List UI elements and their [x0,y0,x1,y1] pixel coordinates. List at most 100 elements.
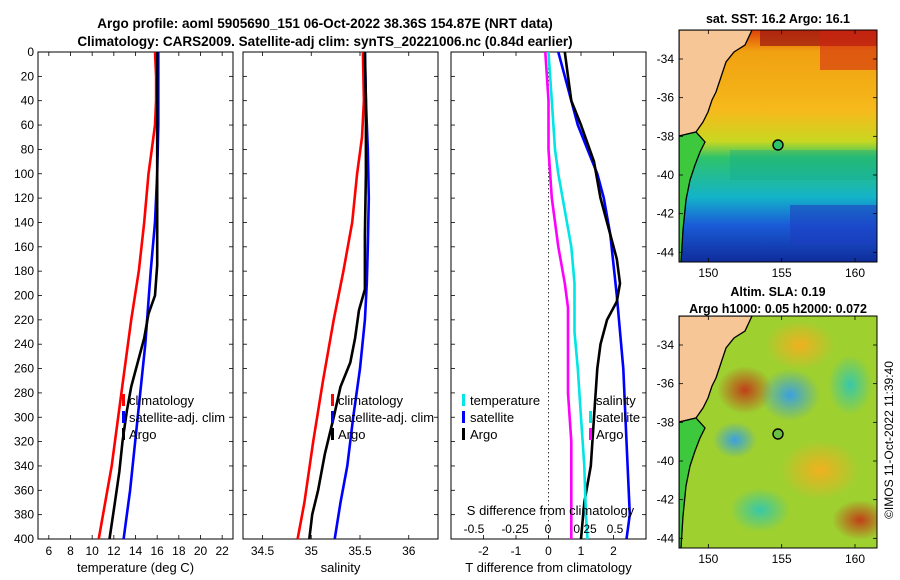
x-tick-label: 35.5 [348,544,372,558]
secondary-tick-label: 0.5 [607,522,624,536]
y-tick-label: 0 [27,45,34,59]
y-tick-label: 340 [14,459,34,473]
y-tick-label: 400 [14,532,34,546]
secondary-axis-label: S difference from climatology [467,503,635,518]
y-tick-label: 160 [14,240,34,254]
sla-land-green [679,417,706,548]
series-line-temperature-argo [563,51,622,540]
sst-argo-marker [772,139,784,151]
legend-label: temperature [470,393,540,408]
sla-map-axes: -34 -36 -38 -40 -42 -44 150 155 160 [657,316,877,566]
secondary-tick-label: 0 [545,522,552,536]
sla-high-anomaly [832,500,877,540]
y-tick-label: 300 [14,410,34,424]
sla-low-anomaly [730,488,790,532]
y-tick-label: 80 [21,142,35,156]
sst-map-axes: -34 -36 -38 -40 -42 -44 150 155 160 [657,30,877,280]
x-tick-label: 2 [610,544,617,558]
difference-panel: -2 -1 0 1 2 T difference from climatology temp… [450,51,647,575]
y-tick-label: 180 [14,264,34,278]
legend-label: salinity [596,393,636,408]
y-tick-label: 260 [14,362,34,376]
imos-stamp: ©IMOS 11-Oct-2022 11:39:40 [882,361,896,519]
legend-label: satellite-adj. clim [338,410,434,425]
sla-map-panel: Altim. SLA: 0.19 Argo h1000: 0.05 h2000:… [657,285,878,566]
header-line1: Argo profile: aoml 5905690_151 06-Oct-20… [97,16,552,31]
secondary-tick-label: -0.5 [464,522,485,536]
y-tick-label: 380 [14,508,34,522]
sst-map-panel: sat. SST: 16.2 Argo: 16.1 -34 -36 -38 -40 -4… [657,12,878,280]
legend-label: satellite [470,410,514,425]
sst-map-title: sat. SST: 16.2 Argo: 16.1 [706,12,850,26]
y-tick-label: 220 [14,313,34,327]
series-line-argo [308,51,368,540]
sla-high-anomaly [717,366,773,414]
legend-swatch [462,394,465,406]
y-tick-label: 120 [14,191,34,205]
y-tick-label: 320 [14,435,34,449]
y-tick-label: 60 [21,118,35,132]
header-line2: Climatology: CARS2009. Satellite-adj cli… [77,34,572,49]
x-tick-label: 20 [194,544,208,558]
y-tick-label: 360 [14,483,34,497]
legend-label: climatology [129,393,195,408]
x-axis-label: salinity [321,560,361,575]
sla-warm-anomaly [765,320,835,370]
legend-swatch [122,394,125,406]
sst-map-frame [678,29,878,263]
series-line-salinity-argo [544,51,573,539]
series-line-argo [108,52,159,540]
sla-low-anomaly [713,422,757,458]
map-x-tick-label: 155 [772,266,792,280]
map-x-tick-label: 150 [698,266,718,280]
legend-swatch [462,411,465,423]
y-tick-label: 240 [14,337,34,351]
x-tick-label: -2 [478,544,489,558]
legend-label: satellite [596,410,640,425]
legend-label: Argo [596,427,623,442]
map-y-tick-label: -40 [657,168,675,182]
sst-warm-patch [820,30,877,70]
x-tick-label: 35 [305,544,319,558]
map-y-tick-label: -36 [657,377,675,391]
legend-label: Argo [470,427,497,442]
map-x-tick-label: 150 [698,552,718,566]
sla-low-anomaly [828,355,872,415]
legend-label: satellite-adj. clim [129,410,225,425]
x-axis-label: temperature (deg C) [77,560,194,575]
map-x-tick-label: 155 [772,552,792,566]
sst-land-green [679,131,706,262]
sst-cold-patch [790,205,877,245]
x-tick-label: 36 [402,544,416,558]
x-tick-label: 34.5 [251,544,275,558]
plot-frame [242,51,439,540]
temperature-panel: 0 20 40 60 80 100 120 140 160 180 200 220 240 260 280 3… [14,45,234,575]
salinity-panel: 34.5 35 35.5 36 salinity climatology satellite… [242,51,439,575]
sla-map-frame [678,315,878,549]
x-tick-label: -1 [511,544,522,558]
map-x-tick-label: 160 [845,266,865,280]
series-line-satellite-adj-clim [333,51,371,540]
x-tick-label: 14 [129,544,143,558]
x-tick-label: 6 [45,544,52,558]
legend-swatch [589,394,592,406]
map-y-tick-label: -44 [657,531,675,545]
map-y-tick-label: -44 [657,245,675,259]
x-axis-label: T difference from climatology [465,560,632,575]
map-y-tick-label: -34 [657,52,675,66]
map-y-tick-label: -38 [657,129,675,143]
y-tick-label: 200 [14,289,34,303]
legend-swatch [122,411,125,423]
x-tick-label: 12 [107,544,121,558]
map-y-tick-label: -38 [657,415,675,429]
legend-swatch [331,428,334,440]
x-tick-label: 22 [215,544,229,558]
x-tick-label: 8 [67,544,74,558]
sst-mid-band [730,150,877,180]
legend-swatch [589,428,592,440]
x-tick-label: 0 [545,544,552,558]
series-line-climatology [296,51,366,540]
y-tick-label: 140 [14,215,34,229]
x-tick-label: 10 [85,544,99,558]
